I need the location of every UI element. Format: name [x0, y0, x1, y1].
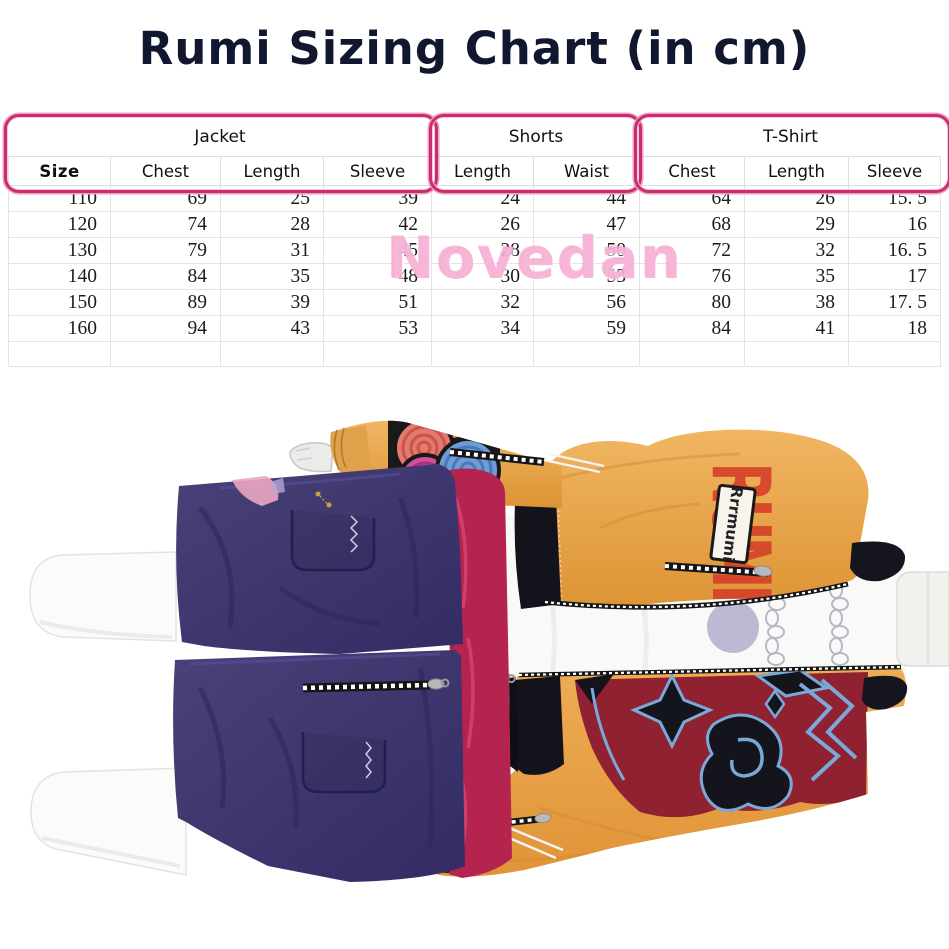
group-label-shorts: Shorts — [432, 117, 640, 157]
table-cell: 59 — [534, 316, 640, 342]
col-header-shorts-waist: Waist — [534, 157, 640, 186]
table-cell: 28 — [221, 212, 324, 238]
shorts-pink-print — [232, 476, 279, 506]
group-label-jacket: Jacket — [8, 117, 432, 157]
table-cell: 28 — [432, 238, 534, 264]
costume-photo: RUMI Rrrmumi — [29, 420, 949, 882]
col-header-tshirt-sleeve: Sleeve — [849, 157, 941, 186]
table-cell: 56 — [534, 290, 640, 316]
jacket-chest-zipper — [664, 562, 773, 577]
shorts — [173, 464, 512, 882]
table-cell: 39 — [221, 290, 324, 316]
col-header-tshirt-length: Length — [745, 157, 849, 186]
table-cell: 79 — [111, 238, 221, 264]
jacket-upper: RUMI Rrrmumi — [514, 429, 906, 610]
mannequin-hand-top — [289, 442, 334, 473]
table-cell: 30 — [432, 264, 534, 290]
table-cell-empty — [745, 342, 849, 367]
table-cell: 39 — [324, 186, 432, 212]
table-cell: 64 — [640, 186, 745, 212]
table-cell-empty — [221, 342, 324, 367]
jacket-logo-patch: RUMI Rrrmumi — [694, 462, 788, 599]
table-cell: 84 — [111, 264, 221, 290]
table-cell: 31 — [221, 238, 324, 264]
table-cell: 42 — [324, 212, 432, 238]
demon-graphic — [575, 668, 868, 818]
jacket-lower-placket-black — [514, 676, 564, 775]
sleeve-top-zipper — [449, 448, 545, 466]
jacket-collar-black — [850, 541, 906, 582]
table-cell: 130 — [8, 238, 111, 264]
table-cell: 16. 5 — [849, 238, 941, 264]
table-cell-empty — [432, 342, 534, 367]
table-cell: 120 — [8, 212, 111, 238]
table-cell: 89 — [111, 290, 221, 316]
jacket-placket-black — [514, 498, 561, 609]
table-cell: 47 — [534, 212, 640, 238]
page-title: Rumi Sizing Chart (in cm) — [138, 22, 811, 75]
table-cell: 24 — [432, 186, 534, 212]
table-cell: 110 — [8, 186, 111, 212]
table-cell: 50 — [534, 238, 640, 264]
size-table: Jacket Shorts T-Shirt Size Chest Length … — [4, 114, 949, 367]
table-cell: 17. 5 — [849, 290, 941, 316]
col-header-jacket-sleeve: Sleeve — [324, 157, 432, 186]
table-cell: 35 — [221, 264, 324, 290]
table-cell: 15. 5 — [849, 186, 941, 212]
table-cell-empty — [324, 342, 432, 367]
jacket-lower-collar-black — [862, 675, 908, 710]
table-cell: 80 — [640, 290, 745, 316]
moon-print — [707, 601, 759, 653]
table-cell: 38 — [745, 290, 849, 316]
mannequin-legs — [29, 551, 187, 876]
col-header-size: Size — [8, 157, 111, 186]
table-cell: 43 — [221, 316, 324, 342]
table-cell: 68 — [640, 212, 745, 238]
table-cell: 18 — [849, 316, 941, 342]
table-cell: 69 — [111, 186, 221, 212]
shorts-zipper — [302, 678, 450, 693]
table-cell: 35 — [745, 264, 849, 290]
mannequin-arm — [896, 571, 949, 667]
table-cell-empty — [849, 342, 941, 367]
table-cell: 51 — [324, 290, 432, 316]
col-header-shorts-length: Length — [432, 157, 534, 186]
shorts-upper-leg — [176, 464, 463, 654]
table-cell-empty — [534, 342, 640, 367]
table-cell: 53 — [534, 264, 640, 290]
table-cell-empty — [640, 342, 745, 367]
shorts-lower-leg — [173, 650, 466, 882]
table-cell: 48 — [324, 264, 432, 290]
table-cell: 72 — [640, 238, 745, 264]
table-cell: 25 — [221, 186, 324, 212]
table-cell: 29 — [745, 212, 849, 238]
table-cell: 32 — [745, 238, 849, 264]
table-cell: 26 — [745, 186, 849, 212]
table-cell-empty — [111, 342, 221, 367]
table-cell: 53 — [324, 316, 432, 342]
sleeve-top-cuff — [330, 425, 372, 479]
table-cell: 45 — [324, 238, 432, 264]
table-cell: 26 — [432, 212, 534, 238]
col-header-tshirt-chest: Chest — [640, 157, 745, 186]
group-label-tshirt: T-Shirt — [640, 117, 941, 157]
table-cell: 140 — [8, 264, 111, 290]
table-cell: 16 — [849, 212, 941, 238]
table-cell-empty — [8, 342, 111, 367]
table-cell: 41 — [745, 316, 849, 342]
shorts-pocket-lower — [301, 732, 387, 794]
table-cell: 94 — [111, 316, 221, 342]
table-cell: 84 — [640, 316, 745, 342]
table-cell: 76 — [640, 264, 745, 290]
table-cell: 17 — [849, 264, 941, 290]
table-cell: 150 — [8, 290, 111, 316]
table-cell: 32 — [432, 290, 534, 316]
table-cell: 44 — [534, 186, 640, 212]
table-cell: 160 — [8, 316, 111, 342]
col-header-jacket-chest: Chest — [111, 157, 221, 186]
table-cell: 34 — [432, 316, 534, 342]
table-cell: 74 — [111, 212, 221, 238]
col-header-jacket-length: Length — [221, 157, 324, 186]
shorts-pocket-upper — [290, 510, 376, 572]
